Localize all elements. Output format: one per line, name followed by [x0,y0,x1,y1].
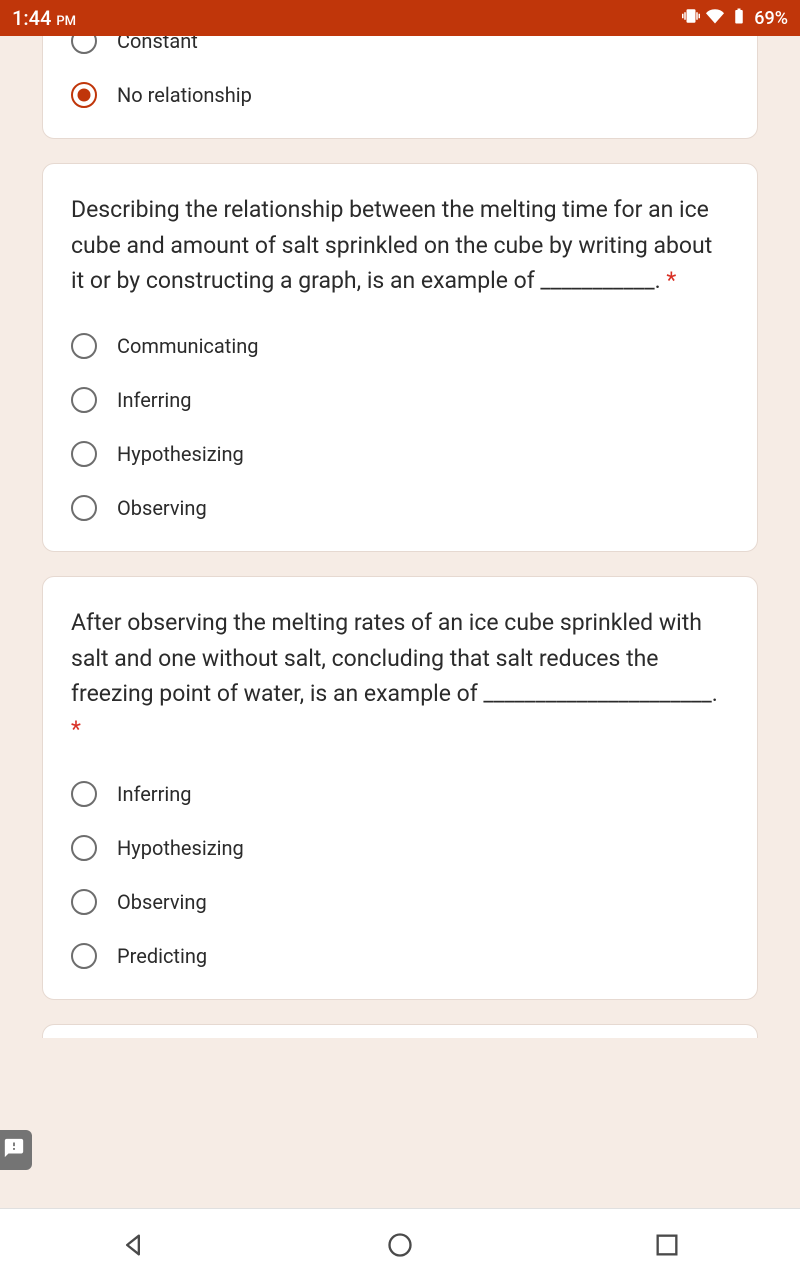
question-card-0: Constant No relationship [42,36,758,139]
wifi-icon [706,7,724,30]
radio-icon [71,333,97,359]
radio-icon [71,441,97,467]
nav-back-button[interactable] [117,1229,149,1261]
option-label: Hypothesizing [117,442,244,466]
question-text: After observing the melting rates of an … [71,605,729,748]
status-time: 1:44 [12,6,51,30]
radio-icon [71,387,97,413]
vibrate-icon [682,7,700,30]
question-card-1: Describing the relationship between the … [42,163,758,552]
report-icon [0,1137,25,1163]
radio-icon [71,889,97,915]
radio-icon [71,36,97,54]
option-communicating[interactable]: Communicating [71,333,729,359]
radio-icon [71,835,97,861]
option-label: Hypothesizing [117,836,244,860]
option-constant[interactable]: Constant [71,36,729,54]
android-nav-bar [0,1208,800,1280]
required-star: * [666,267,676,294]
option-inferring[interactable]: Inferring [71,781,729,807]
option-label: Observing [117,890,207,914]
option-no-relationship[interactable]: No relationship [71,82,729,108]
radio-icon [71,82,97,108]
question-card-2: After observing the melting rates of an … [42,576,758,1001]
required-star: * [71,716,81,743]
option-label: No relationship [117,83,252,107]
option-label: Inferring [117,782,192,806]
option-predicting[interactable]: Predicting [71,943,729,969]
option-label: Observing [117,496,207,520]
options-group-0: Constant No relationship [71,36,729,108]
options-group-2: Inferring Hypothesizing Observing Predic… [71,781,729,969]
next-card-peek [42,1024,758,1038]
option-label: Constant [117,36,198,53]
radio-icon [71,943,97,969]
option-hypothesizing[interactable]: Hypothesizing [71,835,729,861]
option-observing[interactable]: Observing [71,889,729,915]
option-hypothesizing[interactable]: Hypothesizing [71,441,729,467]
option-label: Inferring [117,388,192,412]
status-bar: 1:44 PM 69% [0,0,800,36]
nav-recents-button[interactable] [651,1229,683,1261]
status-ampm: PM [56,14,76,29]
option-label: Predicting [117,944,207,968]
battery-icon [730,7,748,30]
option-observing[interactable]: Observing [71,495,729,521]
form-content: Constant No relationship Describing the … [0,36,800,1208]
option-inferring[interactable]: Inferring [71,387,729,413]
feedback-button[interactable] [0,1130,32,1170]
radio-icon [71,495,97,521]
question-body: After observing the melting rates of an … [71,609,718,707]
nav-home-button[interactable] [384,1229,416,1261]
question-text: Describing the relationship between the … [71,192,729,299]
options-group-1: Communicating Inferring Hypothesizing Ob… [71,333,729,521]
question-body: Describing the relationship between the … [71,196,712,294]
battery-percentage: 69% [754,8,788,29]
status-time-group: 1:44 PM [12,6,76,30]
option-label: Communicating [117,334,258,358]
radio-icon [71,781,97,807]
status-icons: 69% [682,7,788,30]
